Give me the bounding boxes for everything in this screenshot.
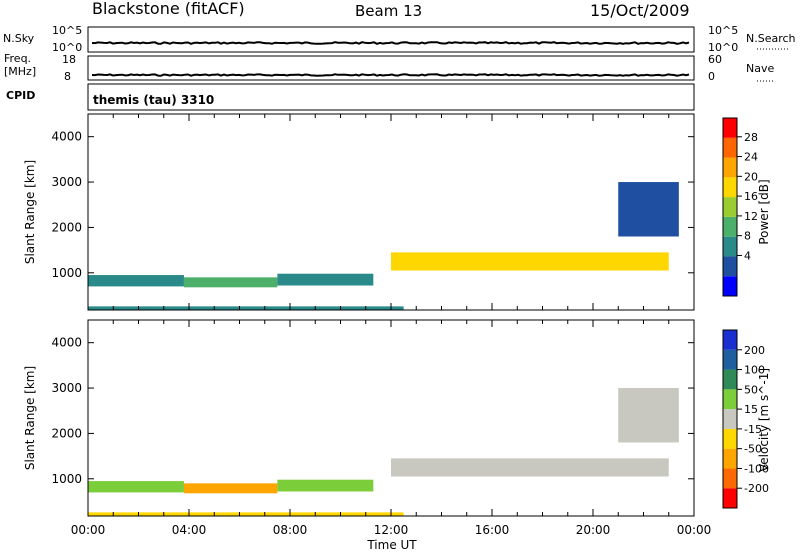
velocity-colorbar-swatch (723, 428, 737, 449)
velocity-ytick-label: 1000 (51, 472, 82, 486)
power-region-2 (277, 273, 374, 286)
power-ytick-label: 3000 (51, 175, 82, 189)
velocity-colorbar: Velocity [m s^-1] 200 100 50 15 -15 -50 -100 -2… (722, 329, 771, 509)
velocity-colorbar-swatch (723, 468, 737, 489)
freq-tick-top: 18 (62, 53, 76, 66)
velocity-panel: 1000 2000 3000 4000 Slant Range [km] (23, 319, 695, 517)
velocity-marks (88, 388, 679, 516)
velocity-colorbar-swatch (723, 369, 737, 390)
power-colorbar-label: Power [dB] (757, 179, 771, 244)
nsky-strip: N.Sky 10^5 10^0 10^5 10^0 N.Search (3, 24, 796, 54)
velocity-colorbar-tick: -200 (744, 482, 769, 495)
velocity-ylabel: Slant Range [km] (23, 366, 37, 470)
power-colorbar-swatch (723, 216, 737, 237)
velocity-colorbar-tick: 50 (744, 383, 758, 396)
velocity-region-2 (277, 479, 374, 492)
power-region-4 (618, 182, 679, 237)
velocity-colorbar-tick: 15 (744, 403, 758, 416)
power-region-5 (88, 306, 404, 310)
freq-label: Freq. (4, 52, 31, 65)
velocity-region-0 (88, 481, 184, 493)
velocity-colorbar-swatch (723, 389, 737, 410)
velocity-ytick-label: 4000 (51, 336, 82, 350)
time-axis-label: Time UT (366, 538, 417, 552)
beam-title: Beam 13 (355, 2, 422, 20)
power-colorbar-tick: 28 (744, 131, 758, 144)
power-colorbar-tick: 8 (744, 230, 751, 243)
velocity-colorbar-swatch (723, 330, 737, 350)
nave-tick-bottom: 0 (708, 70, 715, 83)
power-colorbar-tick: 4 (744, 249, 751, 262)
velocity-region-3 (391, 458, 669, 477)
time-axis: Time UT 00:00 04:00 08:00 12:00 16:00 20:00 00… (71, 523, 712, 552)
time-tick-label: 20:00 (576, 523, 611, 537)
velocity-colorbar-label: Velocity [m s^-1] (757, 368, 771, 472)
power-colorbar-swatch (723, 118, 737, 138)
power-ytick-label: 4000 (51, 130, 82, 144)
velocity-region-4 (618, 388, 679, 443)
power-colorbar: Power [dB] 28 24 20 16 12 8 4 (722, 117, 771, 297)
power-colorbar-swatch (723, 197, 737, 217)
velocity-ytick-label: 2000 (51, 426, 82, 440)
velocity-ytick-label: 3000 (51, 381, 82, 395)
velocity-region-1 (183, 483, 278, 494)
freq-unit: [MHz] (4, 65, 36, 78)
freq-trace (91, 73, 690, 77)
power-colorbar-swatch (723, 177, 737, 198)
time-tick-label: 00:00 (71, 523, 106, 537)
power-colorbar-swatch (723, 157, 737, 178)
power-colorbar-tick: 12 (744, 210, 758, 223)
power-colorbar-swatch (723, 236, 737, 257)
nave-label: Nave (746, 62, 774, 75)
time-tick-label: 12:00 (374, 523, 409, 537)
power-ytick-label: 1000 (51, 266, 82, 280)
nave-tick-top: 60 (708, 53, 722, 66)
nsky-tick-bottom: 10^0 (52, 41, 82, 54)
power-colorbar-swatch (723, 137, 737, 158)
velocity-region-5 (88, 512, 404, 516)
velocity-colorbar-tick: 200 (744, 344, 765, 357)
velocity-colorbar-swatch (723, 349, 737, 370)
power-panel: 1000 2000 3000 4000 Slant Range [km] (23, 113, 695, 311)
velocity-colorbar-tick: -100 (744, 462, 769, 475)
power-ylabel: Slant Range [km] (23, 160, 37, 264)
freq-tick-bottom: 8 (64, 70, 71, 83)
time-tick-label: 04:00 (172, 523, 207, 537)
time-tick-label: 00:00 (677, 523, 712, 537)
power-ytick-label: 2000 (51, 220, 82, 234)
power-colorbar-tick: 20 (744, 170, 758, 183)
power-region-3 (391, 252, 669, 271)
time-tick-label: 16:00 (475, 523, 510, 537)
velocity-colorbar-swatch (723, 409, 737, 429)
velocity-colorbar-tick: -50 (744, 443, 762, 456)
nsky-tick-top: 10^5 (52, 24, 82, 37)
velocity-colorbar-swatch (723, 488, 737, 508)
cpid-strip: CPID themis (tau) 3310 (6, 83, 695, 111)
nsky-label: N.Sky (3, 32, 35, 45)
power-region-0 (88, 275, 184, 287)
cpid-program: themis (tau) 3310 (93, 93, 214, 107)
cpid-label: CPID (6, 89, 35, 102)
nsearch-label: N.Search (746, 32, 796, 45)
nsky-trace (91, 41, 690, 45)
velocity-colorbar-tick: -15 (744, 423, 762, 436)
date-title: 15/Oct/2009 (590, 1, 690, 20)
freq-strip: Freq. [MHz] 18 8 60 0 Nave (4, 52, 775, 83)
power-colorbar-swatch (723, 256, 737, 277)
velocity-colorbar-swatch (723, 448, 737, 469)
power-marks (88, 182, 679, 310)
velocity-colorbar-tick: 100 (744, 364, 765, 377)
power-region-1 (183, 277, 278, 288)
power-colorbar-tick: 24 (744, 151, 758, 164)
nsearch-tick-top: 10^5 (708, 24, 738, 37)
time-tick-label: 08:00 (273, 523, 308, 537)
station-title: Blackstone (fitACF) (92, 0, 245, 18)
power-colorbar-swatch (723, 276, 737, 296)
nsearch-tick-bottom: 10^0 (708, 41, 738, 54)
power-colorbar-tick: 16 (744, 190, 758, 203)
